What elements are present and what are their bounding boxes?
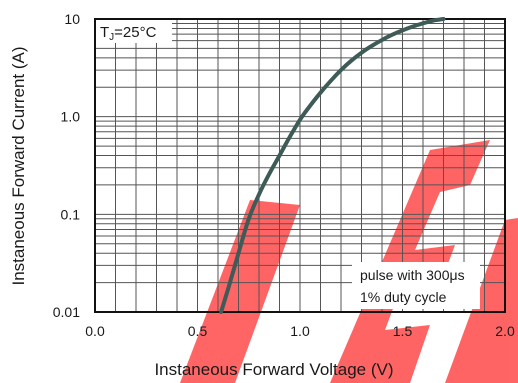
condition-subscript: J — [109, 32, 114, 43]
condition-box — [96, 20, 172, 43]
x-tick-label: 2.0 — [495, 323, 515, 339]
condition-label: TJ=25°C — [100, 24, 157, 43]
condition-value: =25°C — [114, 24, 156, 41]
y-tick-label: 0.01 — [53, 304, 80, 320]
annotation-line-1: pulse with 300μs — [360, 267, 465, 283]
y-tick-label: 1.0 — [61, 109, 81, 125]
y-axis-title: Instaneous Forward Current (A) — [9, 46, 28, 285]
x-axis-title: Instaneous Forward Voltage (V) — [154, 360, 393, 379]
y-tick-label: 10 — [64, 11, 80, 27]
x-tick-label: 0.0 — [85, 323, 105, 339]
series-group — [219, 17, 446, 314]
x-tick-label: 1.0 — [290, 323, 310, 339]
watermark-logo — [180, 140, 518, 383]
annotation-box — [352, 262, 480, 309]
watermark-stroke — [180, 200, 300, 383]
series-line — [219, 17, 446, 314]
annotation-line-2: 1% duty cycle — [360, 289, 447, 305]
watermark-stroke — [330, 140, 490, 383]
y-tick-label: 0.1 — [61, 206, 81, 222]
watermark-stroke — [445, 218, 518, 383]
plot-frame — [94, 18, 506, 313]
x-tick-label: 0.5 — [188, 323, 208, 339]
x-tick-labels: 0.0 0.5 1.0 1.5 2.0 — [85, 323, 515, 339]
x-tick-label: 1.5 — [393, 323, 413, 339]
y-tick-labels: 0.01 0.1 1.0 10 — [53, 11, 80, 320]
